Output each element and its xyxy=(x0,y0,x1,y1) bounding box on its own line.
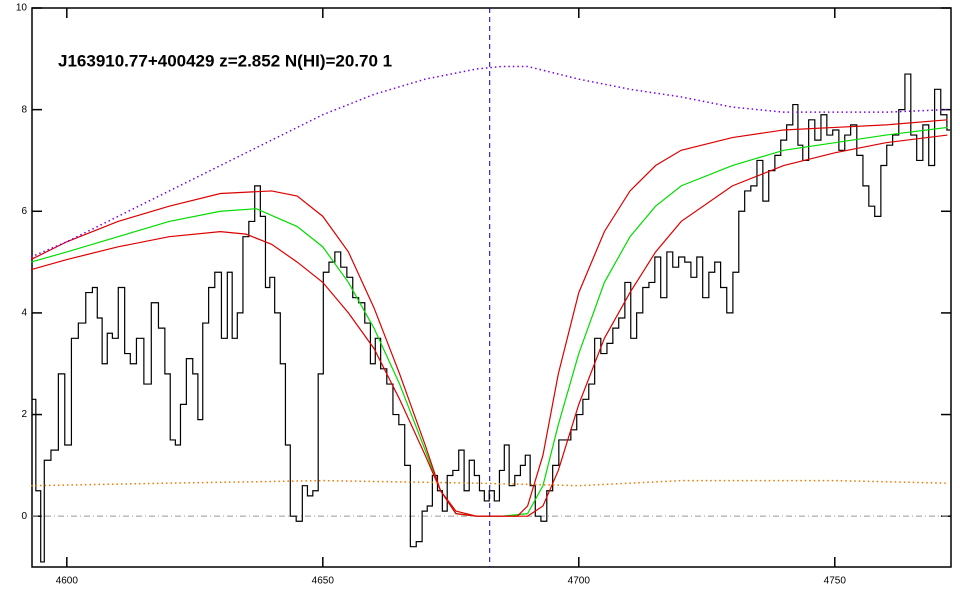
model-line xyxy=(30,479,948,487)
y-tick-label: 2 xyxy=(21,409,27,420)
y-tick-label: 10 xyxy=(16,3,28,14)
flux-line xyxy=(32,73,950,563)
y-tick-label: 6 xyxy=(21,206,27,217)
y-tick-label: 0 xyxy=(21,511,27,522)
model-line xyxy=(30,126,948,517)
model-line xyxy=(30,119,948,517)
x-tick-label: 4700 xyxy=(568,576,591,587)
x-tick-label: 4650 xyxy=(312,576,335,587)
plot-frame xyxy=(31,7,952,568)
y-tick-label: 8 xyxy=(21,104,27,115)
model-line xyxy=(30,134,948,517)
x-tick-label: 4750 xyxy=(824,576,847,587)
y-tick-label: 4 xyxy=(21,308,27,319)
model-line xyxy=(30,65,948,258)
chart-title: J163910.77+400429 z=2.852 N(HI)=20.70 1 xyxy=(58,51,392,70)
x-tick-label: 4600 xyxy=(56,576,79,587)
